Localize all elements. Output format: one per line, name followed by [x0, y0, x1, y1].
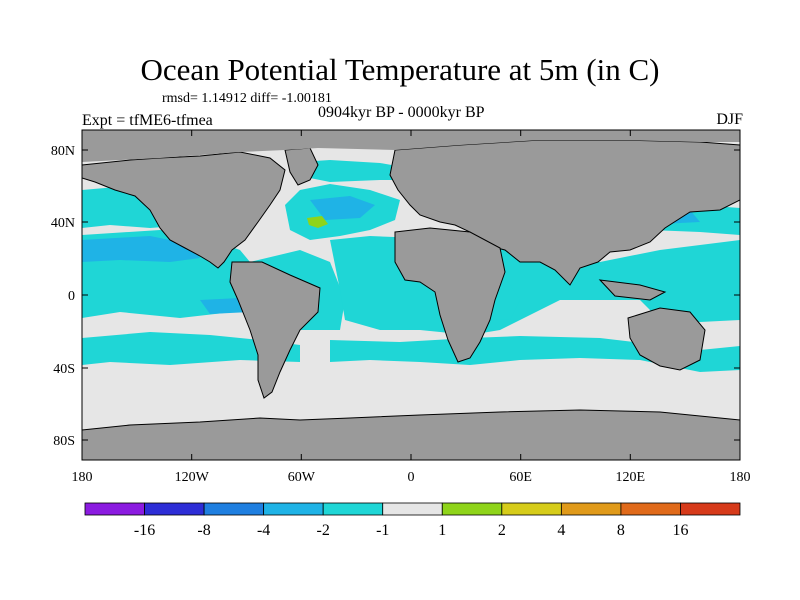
colorbar-swatch — [84, 502, 145, 516]
map-title: Ocean Potential Temperature at 5m (in C) — [140, 52, 660, 87]
period-label: 0904kyr BP - 0000kyr BP — [318, 104, 485, 121]
colorbar-label: -8 — [197, 522, 210, 539]
lon-tick-label: 60E — [509, 470, 532, 485]
lat-tick-label: 80S — [53, 434, 75, 449]
colorbar-label: -4 — [257, 522, 270, 539]
lat-tick-label: 80N — [51, 144, 75, 159]
lon-tick-label: 60W — [288, 470, 316, 485]
colorbar-swatch — [382, 502, 443, 516]
lat-tick-label: 40N — [51, 216, 75, 231]
lon-tick-label: 120W — [175, 470, 210, 485]
colorbar-label: -16 — [134, 522, 155, 539]
australia — [627, 307, 706, 371]
colorbar-label: 8 — [617, 522, 625, 539]
colorbar-swatch — [501, 502, 562, 516]
colorbar-swatch — [203, 502, 265, 516]
africa — [394, 227, 506, 363]
latitude-axis: 80N 40N 0 40S 80S — [51, 144, 740, 449]
maritime-continent — [598, 279, 667, 301]
colorbar-swatch — [560, 502, 622, 516]
colorbar-label: 2 — [498, 522, 506, 539]
colorbar-swatch — [680, 502, 741, 516]
colorbar-swatch — [263, 502, 324, 516]
south-america — [229, 261, 321, 399]
colorbar-swatch — [441, 502, 503, 516]
stats-text: rmsd= 1.14912 diff= -1.00181 — [162, 91, 332, 106]
colorbar-swatch — [620, 502, 681, 516]
antarctica — [82, 409, 740, 460]
lon-tick-label: 120E — [616, 470, 646, 485]
lon-tick-label: 0 — [408, 470, 415, 485]
eurasia — [389, 139, 740, 286]
season-label: DJF — [716, 111, 743, 128]
colorbar-label: -2 — [317, 522, 330, 539]
longitude-axis: 180 120W 60W 0 60E 120E 180 — [72, 130, 751, 485]
colorbar-label: 16 — [672, 522, 688, 539]
colorbar-swatch — [322, 502, 384, 516]
colorbar: -16 -8 -4 -2 -1 1 2 4 8 16 — [84, 502, 741, 539]
lat-tick-label: 40S — [53, 362, 75, 377]
lon-tick-label: 180 — [730, 470, 751, 485]
lat-tick-label: 0 — [68, 289, 75, 304]
colorbar-swatch — [144, 502, 205, 516]
colorbar-label: 1 — [438, 522, 446, 539]
experiment-label: Expt = tfME6-tfmea — [82, 112, 213, 129]
colorbar-label: -1 — [376, 522, 389, 539]
colorbar-label: 4 — [557, 522, 565, 539]
warming-anomaly-patch — [307, 216, 328, 228]
lon-tick-label: 180 — [72, 470, 93, 485]
land-masses — [82, 130, 740, 460]
